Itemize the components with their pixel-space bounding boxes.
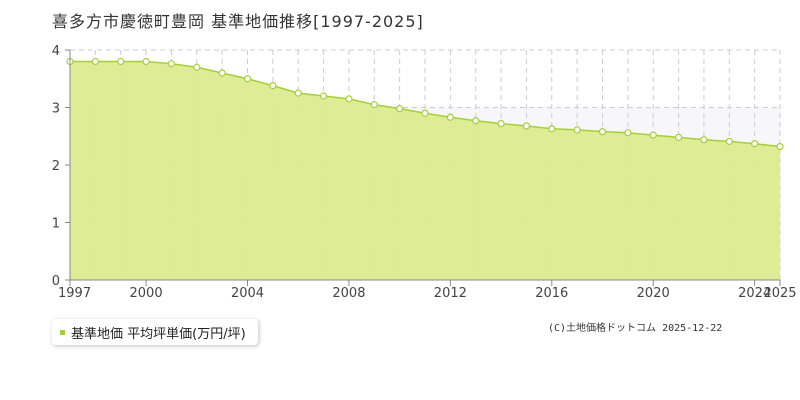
- data-point: [776, 143, 784, 151]
- x-tick-label: 2004: [231, 286, 264, 301]
- data-point: [117, 57, 125, 66]
- data-point: [522, 122, 531, 130]
- data-point: [598, 128, 607, 136]
- legend-swatch: [60, 329, 65, 335]
- data-point: [624, 129, 632, 137]
- y-tick-label: 0: [52, 274, 60, 289]
- data-point: [396, 105, 404, 113]
- x-tick-label: 2016: [535, 286, 568, 301]
- data-point: [218, 69, 226, 77]
- data-point: [446, 113, 454, 121]
- data-point: [472, 117, 480, 125]
- data-point: [649, 131, 657, 139]
- x-tick-label: 2000: [130, 286, 163, 301]
- data-point: [91, 57, 99, 66]
- data-point: [167, 60, 176, 68]
- y-tick-label: 2: [52, 159, 60, 174]
- y-tick-label: 1: [52, 217, 60, 232]
- data-point: [319, 92, 328, 100]
- data-point: [751, 140, 759, 148]
- data-point: [345, 95, 353, 103]
- x-tick-label: 2020: [637, 286, 670, 301]
- data-point: [725, 137, 733, 146]
- data-point: [370, 101, 378, 109]
- data-point: [269, 82, 277, 90]
- data-point: [674, 133, 683, 141]
- data-point: [142, 57, 150, 66]
- data-point: [548, 125, 556, 133]
- data-point: [193, 63, 201, 71]
- y-tick-label: 4: [52, 44, 60, 59]
- x-tick-label: 1997: [58, 286, 91, 301]
- x-tick-label: 2008: [332, 286, 365, 301]
- chart-title: 喜多方市慶徳町豊岡 基準地価推移[1997-2025]: [52, 12, 424, 31]
- data-point: [421, 109, 429, 117]
- data-point: [573, 126, 581, 134]
- legend[interactable]: 基準地価 平均坪単価(万円/坪): [52, 319, 258, 345]
- data-point: [497, 119, 505, 128]
- data-point: [294, 89, 302, 97]
- legend-label: 基準地価 平均坪単価(万円/坪): [71, 326, 246, 342]
- copyright-notice: (C)土地価格ドットコム 2025-12-22: [548, 323, 723, 334]
- x-tick-label: 2025: [763, 286, 796, 301]
- data-point: [700, 136, 708, 144]
- x-tick-label: 2012: [434, 286, 467, 301]
- x-tick-label: 2024: [738, 286, 771, 301]
- y-tick-label: 3: [52, 102, 60, 117]
- data-point: [243, 75, 252, 83]
- series-area: [70, 61, 780, 280]
